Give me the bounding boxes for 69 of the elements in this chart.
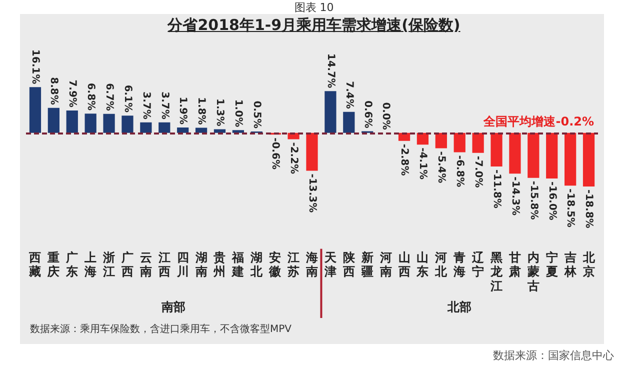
x-tick-label: 宁夏	[544, 250, 558, 279]
x-tick-label: 内蒙古	[526, 250, 540, 294]
data-label: 0.6%	[362, 100, 373, 128]
text: 南部	[162, 299, 186, 316]
x-tick-label: 海南	[305, 250, 318, 279]
x-tick-label: 重庆	[46, 250, 60, 279]
x-tick-label: 河南	[378, 250, 392, 279]
data-label: 7.9%	[66, 80, 78, 108]
data-label: -6.8%	[454, 155, 466, 188]
data-label: -13.3%	[306, 174, 318, 213]
data-label: 1.9%	[177, 96, 188, 125]
data-label: 1.0%	[232, 99, 244, 128]
data-label: 8.8%	[48, 77, 60, 105]
x-tick-label: 江苏	[286, 250, 300, 279]
text: 图表 10	[293, 0, 335, 15]
data-label: -16.0%	[546, 181, 558, 220]
x-tick-label: 山东	[416, 250, 429, 279]
x-tick-label: 广东	[65, 250, 78, 279]
data-label: 3.7%	[140, 92, 152, 120]
x-tick-label: 安徽	[268, 250, 282, 279]
x-tick-label: 天津	[323, 250, 338, 279]
data-label: 16.1%	[30, 49, 41, 84]
x-tick-label: 广西	[120, 250, 134, 279]
data-label: -5.4%	[436, 151, 447, 184]
data-label: 6.7%	[103, 83, 114, 111]
data-label: -2.2%	[288, 142, 299, 174]
data-label: 1.3%	[214, 98, 226, 126]
x-tick-label: 福建	[231, 250, 244, 279]
data-label: 0.0%	[380, 102, 392, 130]
x-tick-label: 湖北	[250, 250, 264, 279]
x-tick-label: 上海	[84, 250, 97, 279]
data-label: -15.8%	[528, 180, 539, 220]
x-tick-label: 湖南	[194, 250, 208, 279]
source-note: 数据来源：乘用车保险数，含进口乘用车，不含微客型MPV	[30, 322, 292, 336]
x-tick-label: 四川	[176, 250, 189, 279]
x-tick-label: 江西	[157, 250, 170, 279]
chart-title: 分省2018年1-9月乘用车需求增速(保险数)	[166, 16, 462, 35]
x-tick-label: 云南	[138, 250, 152, 279]
x-tick-label: 吉林	[563, 250, 578, 279]
x-tick-label: 陕西	[342, 250, 356, 279]
data-label: -7.0%	[472, 156, 484, 188]
x-tick-label: 甘肃	[508, 250, 521, 279]
data-label: -0.6%	[270, 138, 281, 170]
data-label: 3.7%	[158, 92, 170, 120]
x-tick-label: 北京	[582, 250, 596, 279]
data-label: -14.3%	[509, 176, 520, 216]
x-tick-label: 黑龙江	[490, 250, 504, 294]
data-label: 1.8%	[196, 97, 207, 125]
data-label: -2.8%	[398, 144, 410, 176]
text: 北部	[448, 299, 472, 316]
x-tick-label: 河北	[434, 250, 448, 279]
data-label: 0.5%	[251, 100, 262, 129]
data-label: 6.8%	[84, 82, 96, 111]
x-tick-label: 辽宁	[471, 250, 486, 279]
source-note: 数据来源：国家信息中心	[493, 348, 614, 363]
x-tick-label: 西藏	[28, 250, 42, 279]
data-label: -18.5%	[564, 188, 576, 228]
data-label: -18.8%	[583, 189, 594, 228]
x-tick-label: 新疆	[360, 250, 374, 279]
x-tick-label: 青海	[452, 250, 466, 279]
data-label: 6.1%	[122, 84, 133, 113]
data-label: -4.1%	[417, 148, 428, 180]
data-label: 7.4%	[343, 81, 354, 109]
data-label: -11.8%	[490, 170, 502, 208]
data-label: 14.7%	[324, 53, 336, 88]
x-tick-label: 山西	[397, 250, 410, 279]
x-tick-label: 贵州	[212, 250, 226, 279]
x-tick-label: 浙江	[102, 250, 116, 279]
ref-line-label: 全国平均增速-0.2%	[482, 114, 594, 129]
